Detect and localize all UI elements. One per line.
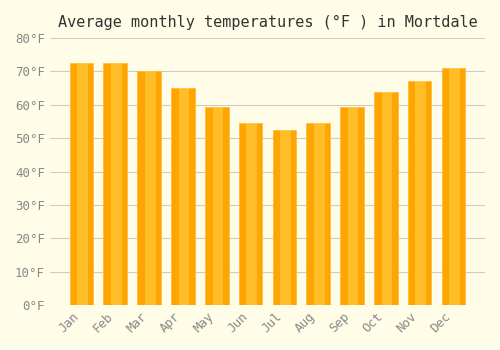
Title: Average monthly temperatures (°F ) in Mortdale: Average monthly temperatures (°F ) in Mo… <box>58 15 478 30</box>
Bar <box>70 63 94 305</box>
Bar <box>212 106 223 305</box>
Bar <box>306 123 330 305</box>
Bar <box>382 91 392 305</box>
Bar <box>408 82 432 305</box>
Bar <box>171 88 194 305</box>
Bar <box>374 91 398 305</box>
Bar <box>145 71 156 305</box>
Bar <box>246 123 257 305</box>
Bar <box>348 106 358 305</box>
Bar <box>238 123 262 305</box>
Bar <box>314 123 324 305</box>
Bar <box>416 82 426 305</box>
Bar <box>449 68 460 305</box>
Bar <box>104 63 127 305</box>
Bar <box>78 63 88 305</box>
Bar <box>442 68 465 305</box>
Bar <box>272 130 296 305</box>
Bar <box>340 106 364 305</box>
Bar <box>280 130 291 305</box>
Bar <box>205 106 229 305</box>
Bar <box>138 71 161 305</box>
Bar <box>179 88 190 305</box>
Bar <box>111 63 122 305</box>
